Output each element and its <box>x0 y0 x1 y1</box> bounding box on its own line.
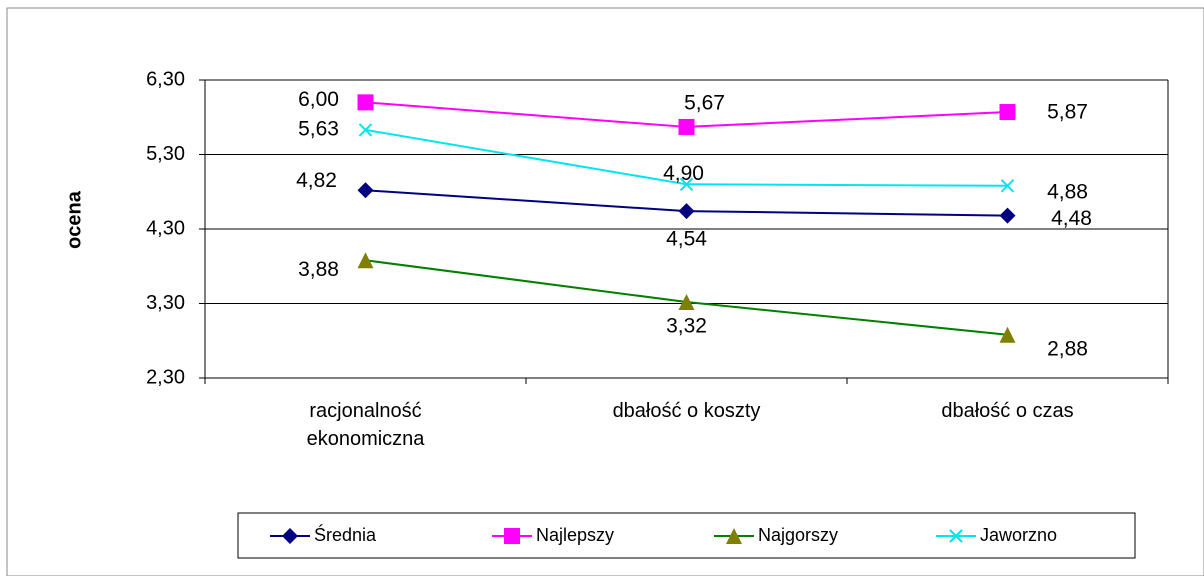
y-tick-label: 6,30 <box>146 68 185 90</box>
chart-frame <box>6 7 1204 576</box>
legend-label: Jaworzno <box>980 525 1057 545</box>
data-point <box>357 252 374 269</box>
x-tick-label: dbałość o czas <box>941 400 1073 422</box>
y-tick-label: 3,30 <box>146 292 185 314</box>
legend-marker <box>282 528 298 544</box>
data-point <box>358 123 373 137</box>
data-point <box>999 104 1016 121</box>
data-point <box>999 326 1016 343</box>
x-tick-label: racjonalność ekonomiczna <box>307 400 426 450</box>
x-tick-line: dbałość o czas <box>941 400 1073 422</box>
data-point <box>357 182 374 199</box>
legend-marker <box>949 529 963 543</box>
legend-marker <box>726 528 742 544</box>
data-label: 2,88 <box>1047 337 1088 360</box>
legend-box <box>237 512 1136 559</box>
y-axis-label: ocena <box>63 190 85 249</box>
legend-label: Najgorszy <box>758 525 838 545</box>
data-point <box>1000 179 1015 193</box>
x-tick-line: dbałość o koszty <box>613 400 761 422</box>
data-label: 4,88 <box>1047 180 1088 203</box>
data-label: 3,32 <box>666 315 707 338</box>
data-point <box>678 118 695 135</box>
data-label: 5,63 <box>298 117 339 140</box>
data-label: 4,54 <box>666 228 707 251</box>
data-point <box>679 177 694 192</box>
legend-marker <box>504 528 520 544</box>
legend-label: Średnia <box>314 524 377 545</box>
data-label: 4,82 <box>296 169 337 192</box>
data-label: 5,67 <box>684 91 725 114</box>
data-label: 4,48 <box>1051 207 1092 230</box>
data-point <box>678 203 695 220</box>
data-point <box>678 294 695 311</box>
x-tick-line: ekonomiczna <box>307 428 426 450</box>
data-label: 6,00 <box>298 88 339 111</box>
data-label: 5,87 <box>1047 101 1088 124</box>
data-label: 3,88 <box>298 258 339 281</box>
data-label: 4,90 <box>663 162 704 185</box>
legend-label: Najlepszy <box>536 525 614 545</box>
data-point <box>999 207 1016 224</box>
y-tick-label: 4,30 <box>146 217 185 239</box>
data-point <box>357 94 374 111</box>
y-tick-label: 2,30 <box>146 366 185 388</box>
x-tick-line: racjonalność <box>309 400 421 422</box>
y-tick-label: 5,30 <box>146 143 185 165</box>
x-tick-label: dbałość o koszty <box>613 400 761 422</box>
